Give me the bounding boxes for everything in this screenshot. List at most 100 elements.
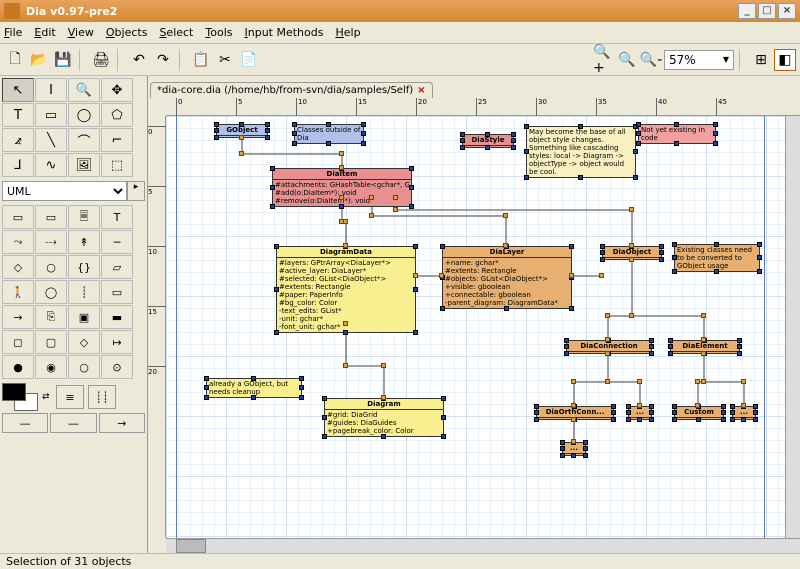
menu-edit[interactable]: Edit: [34, 26, 55, 39]
shape-class[interactable]: ▭: [2, 205, 34, 229]
shape-more1[interactable]: ○: [68, 355, 100, 379]
shape-activity[interactable]: ▢: [35, 330, 67, 354]
canvas[interactable]: GObjectClasses outside of DiaDiaStyleMay…: [166, 116, 785, 538]
shape-text[interactable]: T: [101, 205, 133, 229]
scrollbar-horizontal[interactable]: [166, 538, 800, 553]
arrow-line[interactable]: —: [50, 413, 96, 433]
shape-transition[interactable]: ↦: [101, 330, 133, 354]
sheet-select[interactable]: UML: [2, 181, 127, 201]
new-icon[interactable]: 🗋: [4, 49, 26, 71]
print-icon[interactable]: 🖨: [90, 49, 112, 71]
shape-actor[interactable]: 🚶: [2, 280, 34, 304]
shape-state[interactable]: ◻: [2, 330, 34, 354]
zoom-combo[interactable]: 57%▼: [664, 50, 734, 70]
ruler-vertical: 05101520: [148, 116, 166, 538]
tool-box[interactable]: ▭: [35, 103, 67, 127]
tool-text-edit[interactable]: I: [35, 78, 67, 102]
tool-scroll[interactable]: ✥: [101, 78, 133, 102]
shape-realize[interactable]: ⤏: [35, 230, 67, 254]
menu-input[interactable]: Input Methods: [244, 26, 323, 39]
menu-help[interactable]: Help: [335, 26, 360, 39]
zoom-fit-icon[interactable]: 🔍: [616, 49, 638, 71]
line-width[interactable]: ≡: [56, 385, 84, 409]
tool-zigzag[interactable]: ⌐: [101, 128, 133, 152]
swap-colors[interactable]: ⇄: [42, 392, 52, 402]
uml-custom[interactable]: Custom: [674, 406, 724, 420]
paste-icon[interactable]: 📄: [238, 49, 260, 71]
shape-fork[interactable]: ▬: [101, 305, 133, 329]
tool-ellipse[interactable]: ◯: [68, 103, 100, 127]
close-button[interactable]: ×: [778, 3, 796, 19]
uml-not_yet[interactable]: Not yet existing in code: [638, 124, 716, 144]
arrow-end[interactable]: →: [99, 413, 145, 433]
shape-smallpackage[interactable]: ▱: [101, 255, 133, 279]
tool-bezierline[interactable]: ∿: [35, 153, 67, 177]
uml-note_style[interactable]: May become the base of all object style …: [526, 126, 636, 178]
tool-bezier[interactable]: ⦨: [2, 128, 34, 152]
redo-icon[interactable]: ↷: [152, 49, 174, 71]
shape-initial[interactable]: ●: [2, 355, 34, 379]
tool-line[interactable]: ╲: [35, 128, 67, 152]
snap-icon[interactable]: ⊞: [750, 49, 772, 71]
document-tab[interactable]: *dia-core.dia (/home/hb/from-svn/dia/sam…: [150, 82, 433, 98]
maximize-button[interactable]: □: [758, 3, 776, 19]
shape-implements[interactable]: ○: [35, 255, 67, 279]
uml-diagram[interactable]: Diagram#grid: DiaGrid#guides: DiaGuides+…: [324, 398, 444, 437]
shape-dependency[interactable]: ⤳: [2, 230, 34, 254]
shape-template[interactable]: ▭: [35, 205, 67, 229]
menu-select[interactable]: Select: [159, 26, 193, 39]
shape-more2[interactable]: ⊙: [101, 355, 133, 379]
toolbox: ↖ I 🔍 ✥ T ▭ ◯ ⬠ ⦨ ╲ ⌒ ⌐ ⅃ ∿ 🖼 ⬚ UML ▸ ▭ …: [0, 76, 148, 553]
shape-aggregate[interactable]: ◇: [2, 255, 34, 279]
uml-dots1[interactable]: ...: [628, 406, 652, 420]
uml-diaitem[interactable]: DiaItem#attachments: GHashTable<gchar*, …: [272, 168, 412, 207]
tool-image[interactable]: 🖼: [68, 153, 100, 177]
shape-component[interactable]: ⎘: [35, 305, 67, 329]
arrow-start[interactable]: —: [2, 413, 48, 433]
tool-polygon[interactable]: ⬠: [101, 103, 133, 127]
menu-tools[interactable]: Tools: [205, 26, 232, 39]
uml-diagramdata[interactable]: DiagramData#layers: GPtrArray<DiaLayer*>…: [276, 246, 416, 333]
shape-usecase[interactable]: ◯: [35, 280, 67, 304]
menu-file[interactable]: File: [4, 26, 22, 39]
uml-already[interactable]: already a GObject, but needs cleanup: [206, 378, 302, 398]
save-icon[interactable]: 💾: [52, 49, 74, 71]
tab-close-icon[interactable]: ×: [417, 85, 425, 96]
open-icon[interactable]: 📂: [28, 49, 50, 71]
line-style[interactable]: ┊┊: [88, 385, 116, 409]
uml-dialayer[interactable]: DiaLayer+name: gchar*#extents: Rectangle…: [442, 246, 572, 309]
shape-branch[interactable]: ◇: [68, 330, 100, 354]
tool-pointer[interactable]: ↖: [2, 78, 34, 102]
sheet-next-button[interactable]: ▸: [127, 181, 145, 201]
uml-dots2[interactable]: ...: [732, 406, 756, 420]
tool-outline[interactable]: ⬚: [101, 153, 133, 177]
shape-generalize[interactable]: ↟: [68, 230, 100, 254]
shape-message[interactable]: →: [2, 305, 34, 329]
shape-constraint[interactable]: {}: [68, 255, 100, 279]
shape-object[interactable]: ▭: [101, 280, 133, 304]
zoom-in-icon[interactable]: 🔍+: [592, 49, 614, 71]
uml-dots3[interactable]: ...: [562, 442, 586, 456]
zoom-out-icon[interactable]: 🔍-: [640, 49, 662, 71]
tool-magnify[interactable]: 🔍: [68, 78, 100, 102]
scrollbar-vertical[interactable]: [785, 116, 800, 538]
uml-diastyle[interactable]: DiaStyle: [462, 134, 514, 148]
shape-final[interactable]: ◉: [35, 355, 67, 379]
shape-assoc[interactable]: ─: [101, 230, 133, 254]
tool-text[interactable]: T: [2, 103, 34, 127]
shape-note[interactable]: 🗏: [68, 205, 100, 229]
minimize-button[interactable]: _: [738, 3, 756, 19]
shape-lifeline[interactable]: ┊: [68, 280, 100, 304]
menu-objects[interactable]: Objects: [106, 26, 148, 39]
tool-polyline[interactable]: ⅃: [2, 153, 34, 177]
uml-existing[interactable]: Existing classes need to be converted to…: [674, 244, 760, 272]
undo-icon[interactable]: ↶: [128, 49, 150, 71]
fg-bg-color[interactable]: [2, 383, 38, 411]
object-snap-icon[interactable]: ◧: [774, 49, 796, 71]
copy-icon[interactable]: 📋: [190, 49, 212, 71]
tool-arc[interactable]: ⌒: [68, 128, 100, 152]
menu-view[interactable]: View: [68, 26, 94, 39]
uml-classes_outside[interactable]: Classes outside of Dia: [294, 124, 364, 144]
shape-node[interactable]: ▣: [68, 305, 100, 329]
cut-icon[interactable]: ✂: [214, 49, 236, 71]
